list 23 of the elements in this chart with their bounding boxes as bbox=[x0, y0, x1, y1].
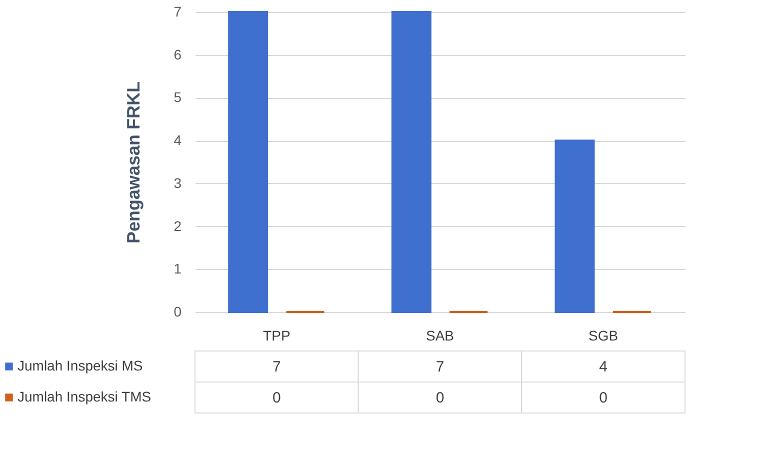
y-tick-label: 7 bbox=[174, 4, 182, 20]
y-tick-label: 2 bbox=[174, 218, 182, 234]
x-tick-label: TPP bbox=[263, 328, 290, 344]
y-tick-label: 4 bbox=[174, 132, 182, 148]
legend-label: Jumlah Inspeksi MS bbox=[18, 358, 143, 374]
bar bbox=[554, 140, 595, 313]
x-tick-label: SGB bbox=[588, 328, 618, 344]
y-tick-label: 1 bbox=[174, 260, 182, 277]
bar bbox=[391, 11, 432, 313]
y-axis-title: Pengawasan FRKL bbox=[124, 81, 144, 244]
data-label: 0 bbox=[436, 390, 444, 406]
y-tick-label: 3 bbox=[174, 174, 182, 191]
y-tick-label: 0 bbox=[174, 304, 182, 320]
legend-label: Jumlah Inspeksi TMS bbox=[18, 388, 152, 404]
bar bbox=[228, 11, 268, 313]
data-label: 7 bbox=[436, 358, 444, 376]
x-tick-label: SAB bbox=[426, 328, 454, 344]
data-label: 0 bbox=[599, 390, 608, 406]
data-label: 7 bbox=[272, 358, 281, 376]
data-label: 0 bbox=[272, 390, 281, 406]
y-tick-label: 6 bbox=[174, 46, 182, 62]
y-tick-label: 5 bbox=[174, 89, 182, 106]
data-label: 4 bbox=[599, 358, 608, 376]
